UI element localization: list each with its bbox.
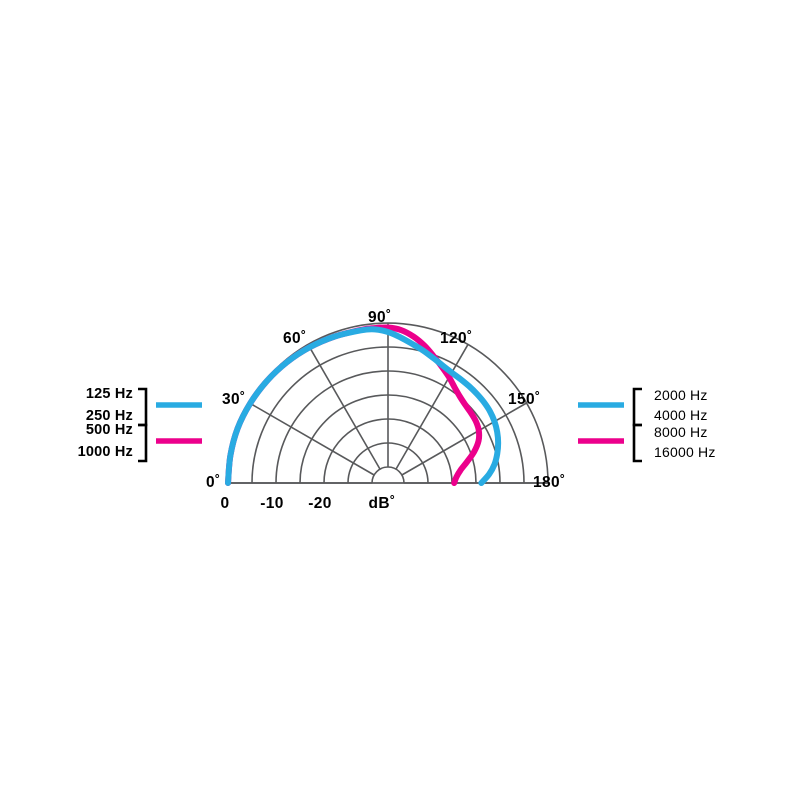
grid-spoke-150deg [401,402,527,476]
angle-label-60: 60˚ [283,330,307,347]
grid-spoke-120deg [395,344,469,470]
grid-ring-0 [371,466,405,484]
polar-curve-cyan [225,326,502,486]
legend-right-item-8000hz: 8000 Hz [654,424,708,440]
radial-axis-title: dB˚ [368,495,395,512]
legend-right-bracket-magenta [632,423,642,463]
angle-label-120: 120˚ [440,330,473,347]
legend-left-bracket-magenta [138,423,148,463]
polar-grid [227,322,549,484]
legend-left-bracket-cyan [138,387,148,427]
legend-left-item-250hz: 250 Hz [86,408,133,424]
angle-labels: 0˚ 30˚ 60˚ 90˚ 120˚ 150˚ 180˚ [206,309,566,491]
legend-right: 2000 Hz 4000 Hz 8000 Hz 16000 Hz [578,387,716,463]
legend-left-item-1000hz: 1000 Hz [78,444,133,460]
radial-label-0db: 0 [220,495,229,512]
angle-label-180: 180˚ [533,474,566,491]
radial-label-minus10db: -10 [260,495,284,512]
legend-left-item-125hz: 125 Hz [86,386,133,402]
radial-labels: 0 -10 -20 dB˚ [220,495,395,512]
radial-label-minus20db: -20 [308,495,332,512]
angle-label-0: 0˚ [206,474,221,491]
legend-left: 125 Hz 250 Hz 500 Hz 1000 Hz [78,386,202,463]
legend-right-item-16000hz: 16000 Hz [654,444,716,460]
legend-right-item-2000hz: 2000 Hz [654,387,708,403]
legend-right-item-4000hz: 4000 Hz [654,407,708,423]
polar-curves [225,324,502,486]
angle-label-30: 30˚ [222,391,246,408]
grid-spoke-30deg [249,402,375,476]
legend-right-bracket-cyan [632,387,642,427]
angle-label-150: 150˚ [508,391,541,408]
angle-label-90: 90˚ [368,309,392,326]
legend-left-item-500hz: 500 Hz [86,422,133,438]
grid-spoke-60deg [307,344,381,470]
